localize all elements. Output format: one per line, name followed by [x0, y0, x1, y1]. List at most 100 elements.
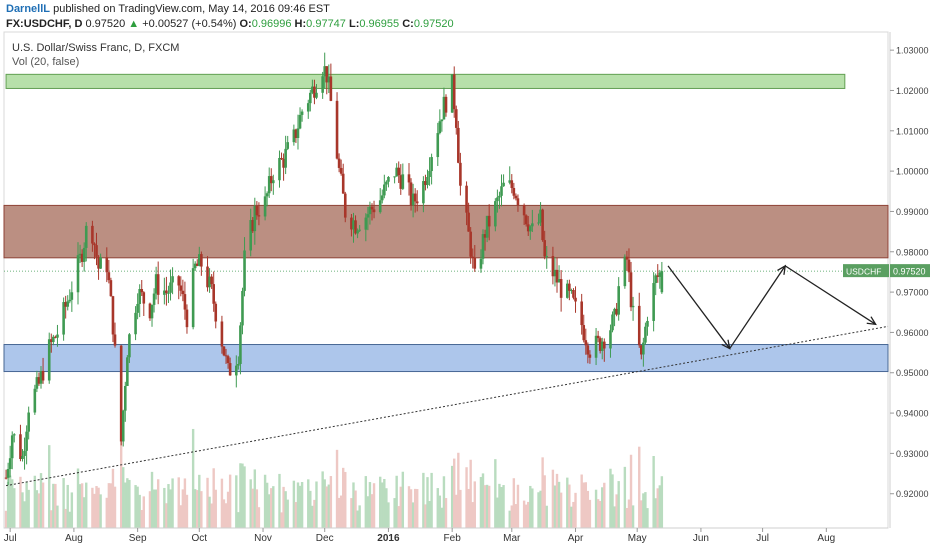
volume-bar — [241, 463, 244, 528]
volume-bar — [294, 502, 298, 528]
volume-bar — [21, 492, 24, 528]
candle-body — [516, 198, 520, 205]
close-label: C: — [402, 18, 414, 30]
volume-bar — [183, 478, 187, 528]
candle-body — [372, 209, 376, 213]
candle-body — [337, 158, 341, 168]
candle-body — [210, 276, 213, 285]
volume-bar — [364, 476, 368, 528]
volume-bar — [646, 508, 649, 528]
candle-body — [479, 258, 483, 269]
candle-body — [380, 195, 384, 201]
volume-bar — [422, 472, 425, 528]
projection-arrow[interactable] — [667, 265, 731, 349]
candle-body — [637, 305, 641, 346]
candle-body — [97, 256, 100, 269]
candle-body — [195, 263, 199, 266]
candle-body — [586, 345, 590, 355]
candle-body — [206, 266, 209, 288]
up-arrow-icon: ▲ — [128, 18, 140, 30]
volume-bar — [529, 485, 532, 528]
candle-body — [644, 326, 647, 343]
x-tick-label: Jul — [756, 533, 769, 544]
volume-bar — [122, 467, 125, 528]
volume-bar — [430, 472, 433, 528]
candle-body — [282, 158, 285, 168]
price-badge-value: 0.97520 — [893, 267, 926, 277]
volume-bar — [450, 465, 454, 528]
candle-body — [555, 269, 559, 283]
volume-bar — [222, 499, 226, 528]
volume-bar — [638, 446, 641, 528]
candle-body — [656, 275, 660, 277]
candle-body — [602, 341, 606, 349]
volume-bar — [631, 505, 635, 528]
candle-body — [171, 276, 174, 283]
candle-body — [553, 269, 557, 277]
volume-bar — [272, 486, 275, 528]
candle-body — [54, 336, 57, 338]
volume-indicator-title[interactable]: Vol (20, false) — [12, 56, 80, 68]
candle-body — [107, 272, 111, 281]
candle-body — [617, 286, 620, 315]
volume-bar — [596, 499, 600, 528]
candle-body — [559, 279, 563, 298]
candle-body — [350, 217, 353, 230]
candle-body — [395, 167, 398, 177]
candle-body — [335, 100, 339, 159]
y-tick-label: 0.93000 — [896, 449, 929, 459]
volume-bar — [658, 485, 662, 528]
high-label: H: — [294, 18, 307, 30]
volume-bar — [41, 482, 45, 528]
candle-body — [574, 297, 577, 302]
volume-bar — [177, 477, 180, 528]
volume-bar — [455, 494, 458, 528]
projection-arrow[interactable] — [729, 265, 786, 349]
volume-bar — [126, 478, 129, 528]
x-tick-label: Nov — [254, 533, 272, 544]
candle-body — [498, 195, 501, 198]
volume-bar — [580, 474, 583, 528]
candle-body — [66, 301, 70, 307]
support-zone[interactable] — [3, 344, 889, 373]
resistance-zone[interactable] — [3, 204, 889, 259]
volume-bar — [111, 468, 115, 528]
volume-bar — [323, 479, 326, 528]
candle-body — [444, 96, 448, 113]
volume-bar — [453, 458, 456, 528]
candle-body — [343, 193, 347, 218]
volume-bar — [413, 488, 417, 528]
candle-body — [309, 92, 312, 104]
candle-body — [169, 282, 172, 293]
y-tick-label: 1.02000 — [896, 86, 929, 96]
projection-arrow[interactable] — [784, 265, 877, 325]
candle-body — [37, 377, 41, 384]
volume-bar — [169, 489, 172, 528]
candle-body — [327, 76, 331, 83]
author-link[interactable]: DarnellL — [6, 3, 51, 15]
volume-bar — [284, 491, 287, 528]
volume-bar — [473, 481, 476, 528]
x-tick-label: May — [628, 533, 647, 544]
volume-bar — [148, 491, 152, 528]
candle-body — [152, 293, 156, 305]
volume-bar — [251, 488, 254, 528]
candle-body — [298, 114, 302, 129]
volume-bar — [228, 474, 232, 528]
candle-body — [163, 290, 166, 295]
candle-body — [191, 268, 195, 328]
candle-body — [654, 275, 657, 284]
candle-body — [8, 458, 12, 470]
candle-body — [646, 320, 649, 327]
volume-bar — [559, 492, 563, 528]
candle-body — [280, 157, 283, 159]
trendline[interactable] — [5, 325, 889, 487]
x-tick-label: Sep — [129, 533, 147, 544]
top-zone[interactable] — [5, 73, 846, 89]
volume-bar — [352, 482, 355, 528]
candle-body — [142, 292, 146, 304]
candle-body — [502, 182, 505, 187]
candle-body — [321, 76, 324, 93]
candle-body — [370, 206, 374, 210]
